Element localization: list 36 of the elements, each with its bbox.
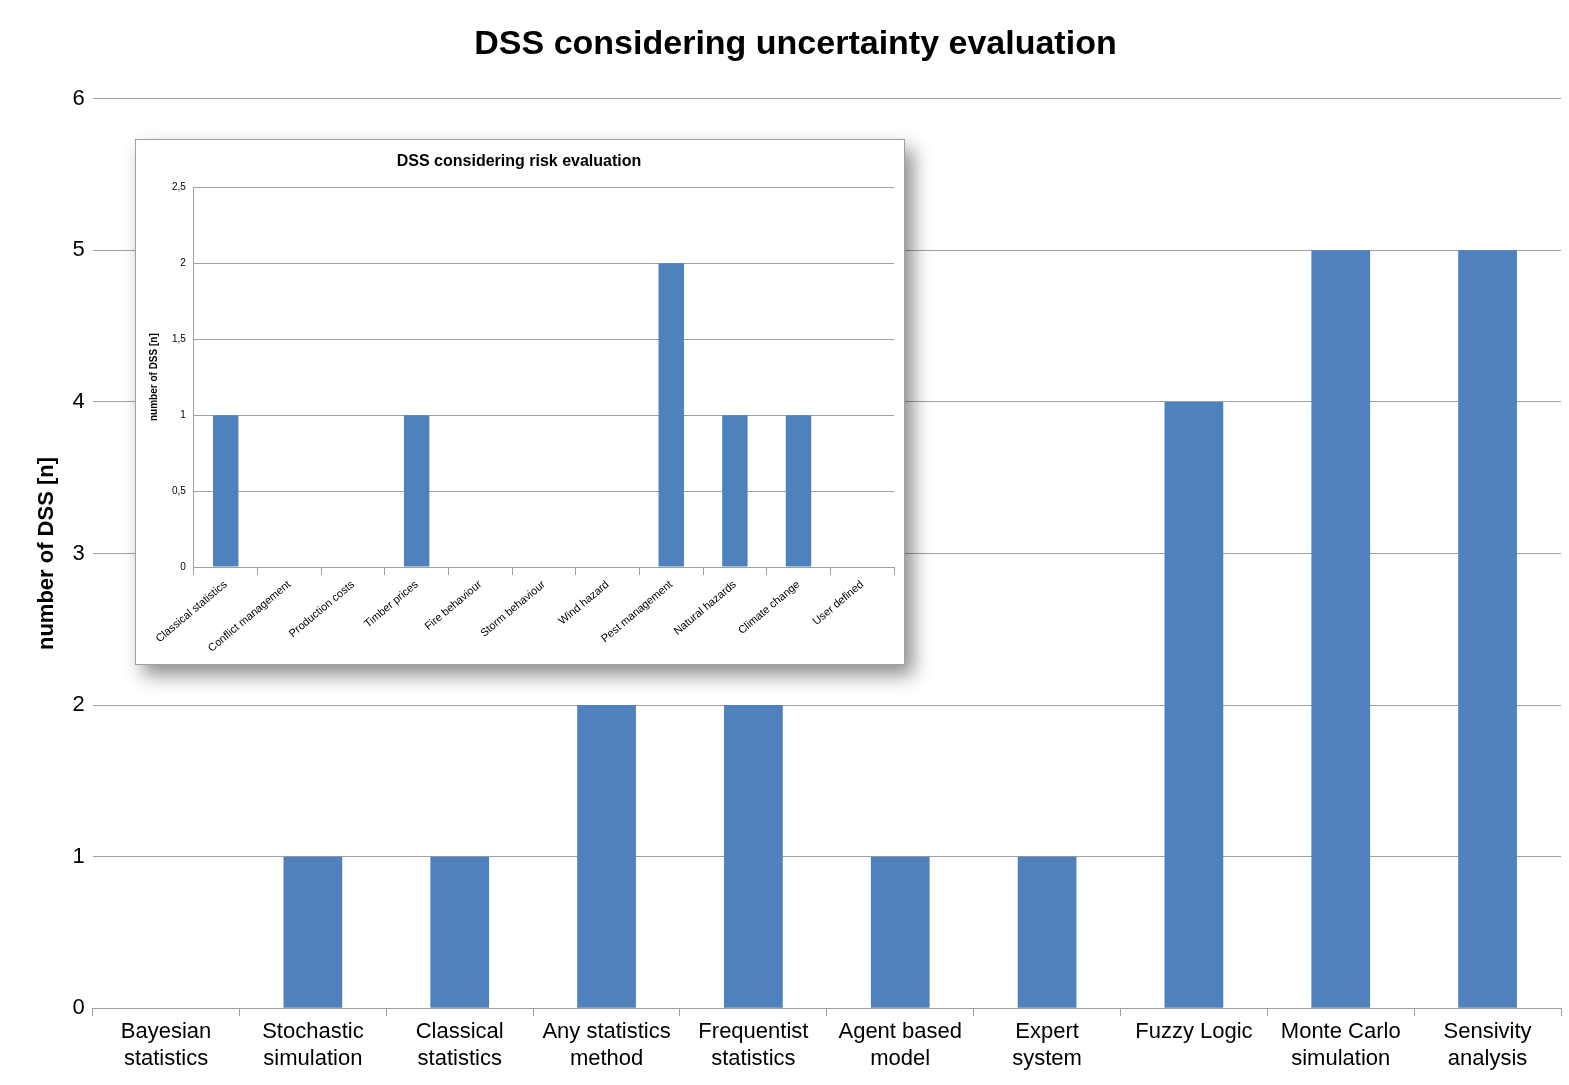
chart-title: DSS considering uncertainty evaluation	[474, 22, 1117, 61]
y-tick-label: 2,5	[172, 180, 187, 192]
chart-title: DSS considering risk evaluation	[396, 152, 642, 170]
bar	[1164, 401, 1224, 1008]
bar	[1311, 250, 1371, 1008]
y-tick-label: 3	[72, 539, 85, 565]
y-tick-label: 0	[72, 994, 85, 1020]
bar	[1017, 856, 1077, 1008]
y-tick-label: 1	[180, 408, 187, 420]
y-tick-label: 1	[72, 842, 85, 868]
x-tick-label: Agent based model	[838, 1018, 963, 1070]
y-axis-title: number of DSS [n]	[147, 333, 159, 422]
x-tick-label: Frequentist statistics	[698, 1018, 809, 1070]
bar	[283, 856, 343, 1008]
y-tick-label: 6	[72, 84, 85, 110]
bar	[577, 705, 636, 1008]
bar	[1458, 250, 1517, 1008]
x-tick-label: Expert system	[1012, 1018, 1082, 1070]
x-tick-label: Stochastic simulation	[262, 1018, 364, 1070]
y-tick-label: 0	[180, 560, 187, 572]
x-tick-label: Any statistics method	[542, 1018, 671, 1070]
x-tick-label: Sensivity analysis	[1443, 1018, 1532, 1070]
y-tick-label: 2	[180, 256, 187, 268]
x-tick-label: Monte Carlo simulation	[1280, 1018, 1401, 1070]
x-tick-label: Bayesian statistics	[120, 1018, 212, 1070]
x-tick-label: Classical statistics	[415, 1018, 504, 1070]
bar	[430, 856, 490, 1008]
y-tick-label: 1,5	[172, 332, 187, 344]
y-tick-label: 2	[72, 691, 85, 717]
y-tick-label: 0,5	[172, 484, 187, 496]
y-tick-label: 4	[72, 388, 85, 413]
y-axis-title: number of DSS [n]	[33, 456, 59, 651]
y-tick-label: 5	[72, 236, 85, 262]
x-tick-label: Fuzzy Logic	[1135, 1018, 1253, 1044]
bar	[870, 856, 930, 1008]
bar	[724, 705, 783, 1008]
